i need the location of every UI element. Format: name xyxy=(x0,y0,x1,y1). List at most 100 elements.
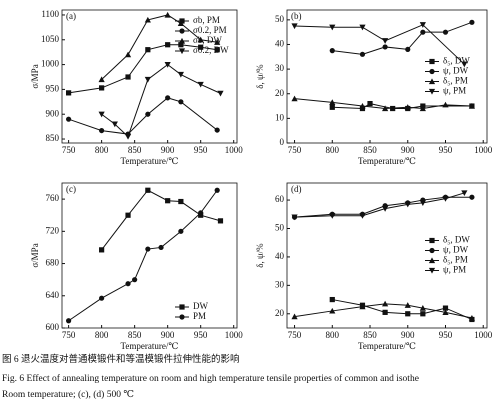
y-axis-label: σ/MPa xyxy=(30,64,40,88)
y-tick-label: 40 xyxy=(275,39,285,49)
marker xyxy=(214,187,220,193)
y-axis-label: σ/MPa xyxy=(30,243,40,267)
legend-label: δ₅, PM xyxy=(443,255,468,265)
series-line xyxy=(294,98,472,110)
marker xyxy=(359,24,366,31)
marker xyxy=(442,196,449,202)
marker xyxy=(144,76,151,83)
legend-label: δ₅, DW xyxy=(443,235,470,245)
marker xyxy=(419,304,426,311)
marker xyxy=(158,244,164,251)
marker xyxy=(98,111,105,118)
x-tick-label: 750 xyxy=(288,330,302,340)
marker xyxy=(124,51,132,58)
x-axis-label: Temperature/℃ xyxy=(121,156,179,166)
marker xyxy=(419,22,426,28)
caption-en: Fig. 6 Effect of annealing temperature o… xyxy=(2,373,419,384)
marker xyxy=(359,51,366,57)
marker xyxy=(461,190,468,197)
marker xyxy=(291,313,298,320)
y-tick-label: 760 xyxy=(46,193,60,203)
marker xyxy=(214,127,220,133)
marker xyxy=(405,46,411,53)
x-tick-label: 950 xyxy=(439,330,453,340)
series-line xyxy=(68,97,218,135)
marker xyxy=(198,210,204,216)
y-tick-label: 60 xyxy=(275,194,285,204)
x-tick-label: 950 xyxy=(439,145,453,155)
y-tick-label: 1050 xyxy=(41,34,60,44)
plot-frame xyxy=(61,9,238,144)
marker xyxy=(429,247,435,254)
marker xyxy=(125,212,131,218)
marker xyxy=(217,90,224,97)
marker xyxy=(197,81,204,88)
series-line xyxy=(294,192,465,218)
marker xyxy=(179,314,185,320)
x-tick-label: 800 xyxy=(95,145,109,155)
series-line xyxy=(294,303,473,319)
x-tick-label: 750 xyxy=(62,145,76,155)
x-axis-label: Temperature/℃ xyxy=(358,341,416,351)
marker xyxy=(329,24,336,31)
caption-cn: 图 6 退火温度对普通模锻件和等温模锻件拉伸性能的影响 xyxy=(2,353,240,365)
legend-label: δ₅, PM xyxy=(443,76,468,86)
marker xyxy=(177,71,184,78)
panel-label: (c) xyxy=(66,184,76,194)
series-line xyxy=(294,196,472,218)
marker xyxy=(428,88,436,95)
marker xyxy=(66,116,72,122)
legend-label: ψ, PM xyxy=(443,86,466,96)
marker xyxy=(428,78,436,85)
panel-label: (b) xyxy=(291,11,302,21)
marker xyxy=(66,90,72,96)
marker xyxy=(178,48,186,55)
legend-label: δ₅, DW xyxy=(443,56,470,66)
y-axis-label: δ, ψ/% xyxy=(255,243,265,268)
plot-frame xyxy=(61,182,238,329)
marker xyxy=(179,304,185,310)
marker xyxy=(99,85,105,91)
caption-en2: Room temperature; (c), (d) 500 ℃ xyxy=(2,389,134,400)
marker xyxy=(164,11,171,18)
marker xyxy=(217,218,224,224)
x-tick-label: 850 xyxy=(363,145,377,155)
marker xyxy=(329,307,336,314)
panel-label: (a) xyxy=(66,11,76,21)
marker xyxy=(214,47,220,53)
marker xyxy=(429,237,435,244)
marker xyxy=(214,39,221,45)
marker xyxy=(404,201,411,208)
marker xyxy=(382,105,389,112)
marker xyxy=(165,95,171,101)
legend-label: σb, PM xyxy=(193,15,220,25)
x-tick-label: 1000 xyxy=(474,145,493,155)
marker xyxy=(442,29,449,35)
marker xyxy=(66,318,72,324)
marker xyxy=(291,95,298,102)
marker xyxy=(359,102,366,109)
x-tick-label: 950 xyxy=(194,330,208,340)
marker xyxy=(178,228,184,234)
marker xyxy=(429,68,435,75)
x-axis-label: Temperature/℃ xyxy=(358,156,416,166)
marker xyxy=(420,311,426,317)
x-tick-label: 800 xyxy=(326,145,340,155)
marker xyxy=(404,104,411,110)
legend-label: ψ, DW xyxy=(443,66,469,76)
legend-label: PM xyxy=(193,311,206,321)
marker xyxy=(145,47,151,53)
x-tick-label: 900 xyxy=(401,145,415,155)
marker xyxy=(442,101,449,108)
x-tick-label: 850 xyxy=(128,145,142,155)
legend-label: σb, DW xyxy=(193,35,222,45)
y-tick-label: 30 xyxy=(275,63,285,73)
marker xyxy=(461,61,468,68)
y-tick-label: 950 xyxy=(46,83,60,93)
marker xyxy=(111,121,118,128)
marker xyxy=(179,18,185,24)
x-tick-label: 900 xyxy=(401,330,415,340)
x-tick-label: 750 xyxy=(62,330,76,340)
marker xyxy=(420,29,426,35)
y-tick-label: 50 xyxy=(275,223,285,233)
